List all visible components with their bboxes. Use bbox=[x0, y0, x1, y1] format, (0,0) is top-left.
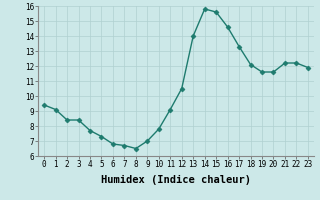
X-axis label: Humidex (Indice chaleur): Humidex (Indice chaleur) bbox=[101, 175, 251, 185]
